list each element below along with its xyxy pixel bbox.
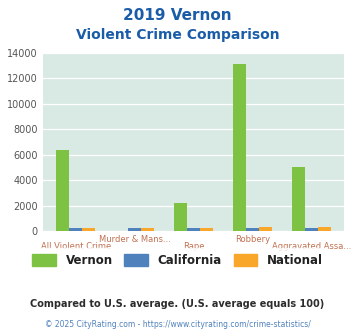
- Text: Murder & Mans...: Murder & Mans...: [99, 235, 170, 244]
- Bar: [82, 228, 95, 231]
- Bar: [233, 64, 246, 231]
- Bar: [318, 227, 331, 231]
- Bar: [187, 228, 200, 231]
- Bar: [141, 228, 154, 231]
- Bar: [174, 203, 187, 231]
- Legend: Vernon, California, National: Vernon, California, National: [27, 248, 328, 273]
- Text: © 2025 CityRating.com - https://www.cityrating.com/crime-statistics/: © 2025 CityRating.com - https://www.city…: [45, 320, 310, 329]
- Text: Rape: Rape: [183, 243, 204, 251]
- Bar: [56, 149, 69, 231]
- Bar: [259, 227, 272, 231]
- Bar: [128, 228, 141, 231]
- Bar: [69, 228, 82, 231]
- Text: 2019 Vernon: 2019 Vernon: [123, 8, 232, 23]
- Bar: [246, 228, 259, 231]
- Bar: [200, 228, 213, 231]
- Text: Aggravated Assa...: Aggravated Assa...: [272, 243, 351, 251]
- Text: Compared to U.S. average. (U.S. average equals 100): Compared to U.S. average. (U.S. average …: [31, 299, 324, 309]
- Text: Robbery: Robbery: [235, 235, 270, 244]
- Text: Violent Crime Comparison: Violent Crime Comparison: [76, 28, 279, 42]
- Bar: [292, 167, 305, 231]
- Bar: [305, 228, 318, 231]
- Text: All Violent Crime: All Violent Crime: [40, 243, 111, 251]
